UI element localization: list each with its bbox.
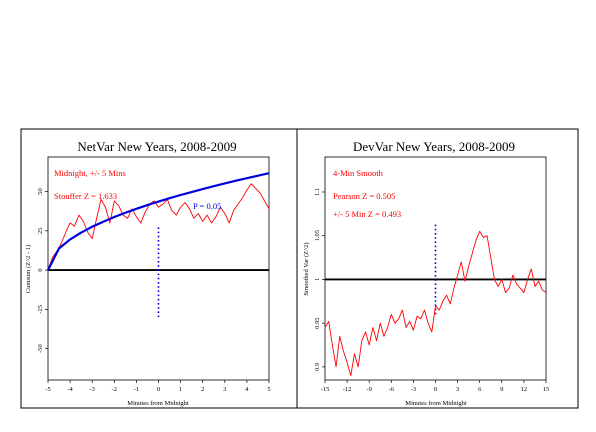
devvar-panel: DevVar New Years, 2008-2009 -15 -12 -9 -6 -3… — [303, 139, 549, 407]
x-tick-label: -12 — [343, 386, 352, 393]
x-axis-label: Minutes from Midnight — [405, 400, 467, 407]
y-tick-label: 1.05 — [314, 230, 321, 241]
y-tick-label: -50 — [37, 344, 44, 353]
annotation-line-1: 4-Min Smooth — [333, 168, 384, 178]
y-axis-label: Smoothed Var (Z^2) — [303, 242, 310, 295]
chart-title: NetVar New Years, 2008-2009 — [77, 139, 236, 154]
annotation-line-1: Midnight, +/- 5 Mins — [54, 168, 126, 178]
x-tick-label: -1 — [134, 386, 139, 393]
x-axis-label: Minutes from Midnight — [127, 400, 189, 407]
x-tick-label: 3 — [223, 386, 226, 393]
y-tick-label: 25 — [37, 228, 44, 235]
x-tick-label: 2 — [201, 386, 204, 393]
x-tick-label: 5 — [267, 386, 270, 393]
y-tick-label: -25 — [37, 305, 44, 314]
x-tick-label: -2 — [112, 386, 117, 393]
x-tick-label: 4 — [245, 386, 249, 393]
x-tick-label: 0 — [434, 386, 437, 393]
x-tick-label: -3 — [411, 386, 416, 393]
y-tick-label: 1 — [314, 278, 321, 281]
x-tick-label: -6 — [389, 386, 395, 393]
y-tick-label: 0.95 — [314, 317, 321, 328]
x-tick-label: -9 — [366, 386, 371, 393]
figure-frame — [20, 128, 579, 409]
smoothed-variance-line — [324, 230, 547, 377]
x-tick-label: -4 — [67, 386, 73, 393]
x-tick-label: 15 — [543, 386, 550, 393]
y-tick-label: 0.9 — [314, 363, 321, 371]
netvar-panel: NetVar New Years, 2008-2009 -5 -4 -3 -2 -1 0 1… — [25, 139, 271, 407]
x-tick-label: 1 — [179, 386, 182, 393]
x-tick-label: -5 — [45, 386, 50, 393]
annotation-p-value: P = 0.05 — [193, 201, 221, 211]
y-tick-label: 1.1 — [314, 188, 321, 196]
annotation-line-2: Stouffer Z = 1.633 — [54, 191, 117, 201]
x-tick-label: -15 — [321, 386, 330, 393]
x-tick-label: 6 — [478, 386, 482, 393]
x-tick-label: 0 — [157, 386, 160, 393]
x-tick-label: -3 — [89, 386, 94, 393]
chart-title: DevVar New Years, 2008-2009 — [353, 139, 515, 154]
y-axis-label: Cumsum (Z^2 - 1) — [25, 245, 32, 293]
cumulative-deviation-line — [47, 183, 270, 271]
annotation-line-2: Pearson Z = 0.505 — [333, 191, 395, 201]
p-0.05-envelope-line — [47, 172, 270, 271]
x-tick-label: 9 — [500, 386, 503, 393]
annotation-line-3: +/- 5 Min Z = 0.493 — [333, 209, 401, 219]
y-tick-label: 50 — [37, 188, 44, 195]
y-tick-label: 0 — [37, 268, 44, 271]
x-tick-label: 3 — [456, 386, 459, 393]
x-tick-label: 12 — [521, 386, 528, 393]
